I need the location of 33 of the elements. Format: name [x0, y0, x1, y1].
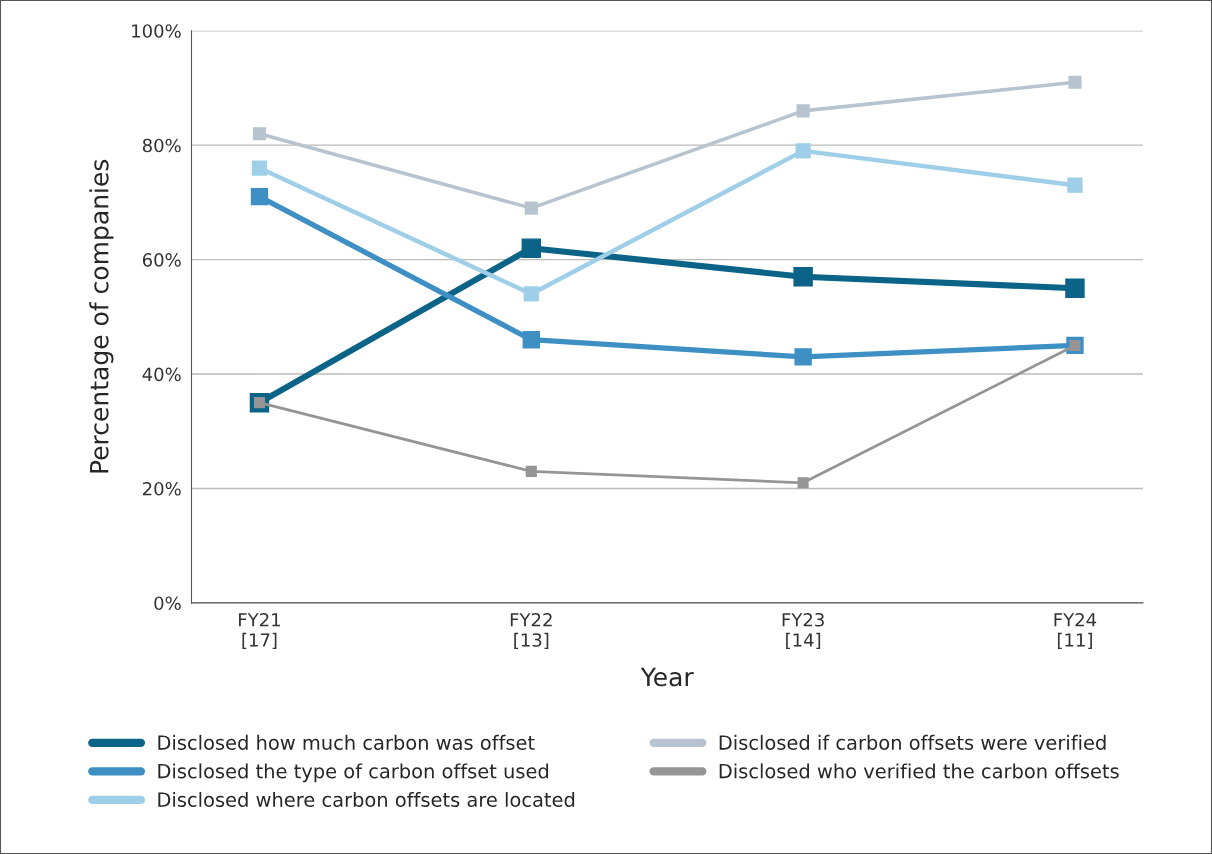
x-tick-label: FY22 [13] — [510, 612, 552, 649]
point — [794, 348, 812, 366]
point — [522, 331, 540, 349]
y-tick-label: 100% — [132, 24, 181, 38]
point — [525, 465, 537, 477]
point — [1068, 75, 1082, 89]
y-tick-label: 0% — [154, 596, 181, 611]
legend-label: Disclosed if carbon offsets were verified — [719, 734, 1106, 750]
point — [795, 143, 811, 159]
point — [250, 187, 269, 206]
x-tick-label: FY21 [17] — [239, 612, 280, 649]
y-tick-label: 20% — [142, 481, 181, 496]
legend-label: Disclosed the type of carbon offset used — [158, 763, 549, 783]
point — [252, 127, 267, 141]
point — [797, 477, 809, 489]
x-tick-label: FY23 [14] — [782, 612, 824, 649]
y-tick-label: 40% — [142, 367, 181, 382]
point — [796, 104, 810, 118]
point — [1067, 177, 1083, 193]
point — [1065, 278, 1085, 298]
y-tick-label: 60% — [142, 253, 181, 267]
x-axis-title: Year — [640, 667, 694, 687]
y-tick-label: 80% — [142, 138, 181, 153]
point — [793, 267, 813, 287]
legend-label: Disclosed how much carbon was offset — [158, 734, 535, 750]
point — [524, 201, 538, 215]
legend-label: Disclosed where carbon offsets are located — [158, 791, 575, 807]
point — [251, 160, 268, 176]
legend-label: Disclosed who verified the carbon offsets — [719, 763, 1119, 779]
x-tick-label: FY24 [11] — [1054, 612, 1097, 649]
point — [521, 238, 542, 258]
y-axis-title: Percentage of companies — [89, 159, 114, 473]
point — [523, 286, 539, 302]
